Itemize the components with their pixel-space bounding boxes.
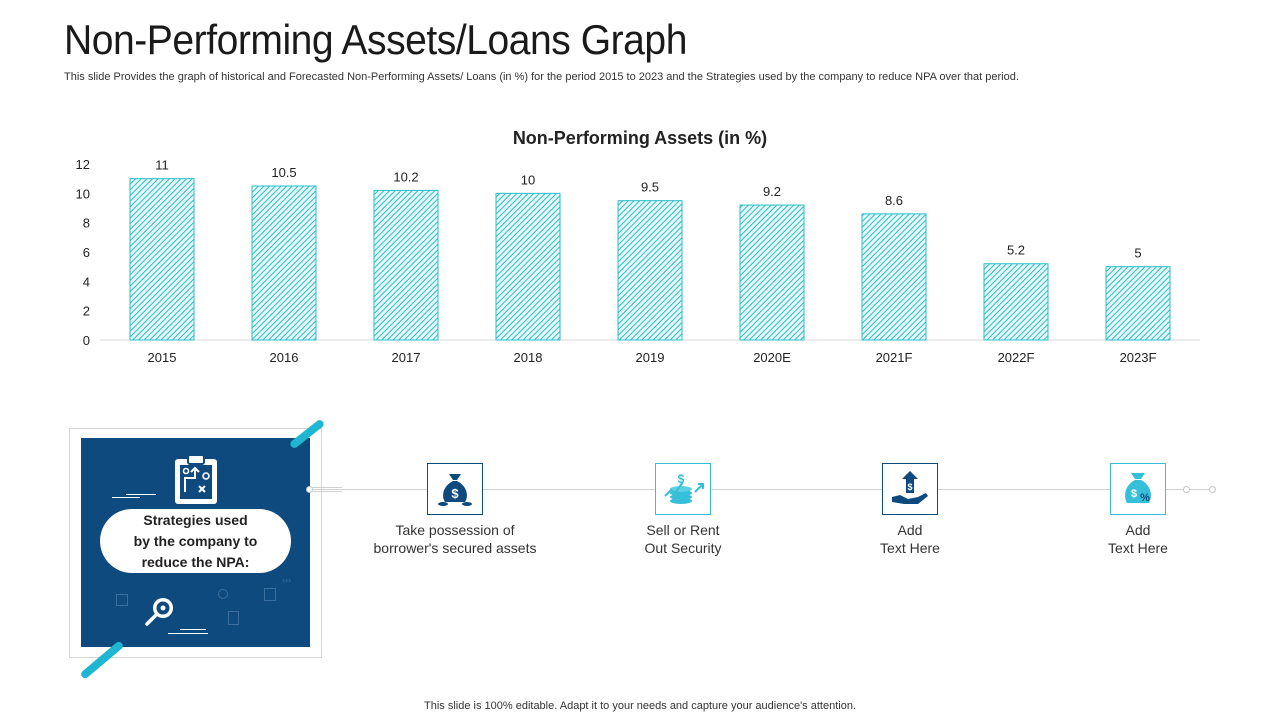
npa-bar-chart: Non-Performing Assets (in %) 0 2 4 6 8 10 12 1… [76, 128, 1200, 365]
timeline-connector [312, 487, 342, 488]
strategy-label-pill: Strategies used by the company to reduce… [100, 509, 291, 573]
bar-2021F [861, 213, 927, 341]
coin-stack-growth-icon: $ [664, 472, 704, 504]
svg-text:$: $ [907, 482, 912, 492]
x-tick-label: 2019 [636, 350, 665, 365]
timeline-dot [1209, 486, 1216, 493]
strategy-item-label: Add Text Here [1108, 522, 1168, 556]
bar-value-label: 5.2 [1007, 243, 1025, 258]
x-tick-label: 2023F [1120, 350, 1157, 365]
bar-2018 [495, 192, 561, 341]
decor-icon [116, 594, 128, 606]
bar-2019 [617, 200, 683, 341]
timeline-dot [1183, 486, 1190, 493]
hand-money-up-icon: $ [892, 471, 928, 504]
bar-2022F [983, 263, 1049, 341]
bar-value-label: 10.2 [393, 169, 418, 184]
bar-2023F [1105, 266, 1171, 341]
strategy-icon-box: $ % [1110, 463, 1166, 515]
chart-title: Non-Performing Assets (in %) [513, 128, 767, 148]
x-tick-label: 2015 [148, 350, 177, 365]
bar-value-label: 11 [155, 158, 169, 173]
decor-icon [228, 611, 239, 625]
bar-2016 [251, 185, 317, 341]
strategy-icon-box: $ [882, 463, 938, 515]
bar-2017 [373, 189, 439, 341]
y-tick-label: 10 [76, 186, 90, 201]
page-subtitle: This slide Provides the graph of histori… [64, 71, 1019, 83]
strategy-item-label: Sell or Rent Out Security [644, 522, 722, 556]
decor-dash [168, 633, 208, 634]
page-title: Non-Performing Assets/Loans Graph [64, 16, 687, 63]
svg-text:$: $ [678, 472, 685, 486]
y-tick-label: 12 [76, 157, 90, 172]
x-tick-label: 2020E [753, 350, 791, 365]
bar-value-label: 9.5 [641, 180, 659, 195]
y-tick-label: 6 [83, 245, 90, 260]
bar-2015 [129, 178, 195, 341]
svg-text:%: % [1140, 492, 1150, 504]
bar-value-label: 10 [521, 172, 535, 187]
strategy-item-label: Take possession of borrower's secured as… [373, 522, 537, 556]
x-tick-label: 2016 [270, 350, 299, 365]
money-bag-icon: $ [438, 474, 472, 506]
strategy-item-label: Add Text Here [880, 522, 940, 556]
decor-icon [264, 588, 276, 601]
timeline-dot [306, 486, 313, 493]
bar-2020E [739, 204, 805, 341]
decor-dash [126, 494, 156, 495]
strategy-icon-box: $ [427, 463, 483, 515]
strategy-icon-box: $ [655, 463, 711, 515]
footer-note: This slide is 100% editable. Adapt it to… [424, 700, 856, 712]
x-tick-label: 2017 [392, 350, 421, 365]
svg-text:$: $ [1131, 488, 1137, 500]
y-tick-label: 2 [83, 304, 90, 319]
y-tick-label: 4 [83, 274, 90, 289]
bar-value-label: 5 [1134, 246, 1141, 261]
decor-dash [180, 629, 206, 630]
x-tick-label: 2022F [998, 350, 1035, 365]
x-tick-label: 2018 [514, 350, 543, 365]
timeline-connector [312, 491, 342, 492]
search-gear-icon [145, 598, 173, 626]
x-tick-label: 2021F [876, 350, 913, 365]
bar-value-label: 8.6 [885, 193, 903, 208]
y-tick-label: 0 [83, 333, 90, 348]
decor-dash [112, 497, 140, 498]
bar-value-label: 9.2 [763, 184, 781, 199]
strategy-clipboard-icon [175, 454, 217, 504]
bar-value-label: 10.5 [271, 165, 296, 180]
money-bag-percent-icon: $ % [1125, 473, 1151, 504]
y-tick-label: 8 [83, 216, 90, 231]
timeline-line [310, 489, 1215, 490]
decor-chevrons: ››› [282, 575, 291, 585]
strategy-card-label: Strategies used by the company to reduce… [133, 511, 258, 570]
decor-icon [218, 589, 228, 599]
svg-text:$: $ [451, 486, 459, 501]
